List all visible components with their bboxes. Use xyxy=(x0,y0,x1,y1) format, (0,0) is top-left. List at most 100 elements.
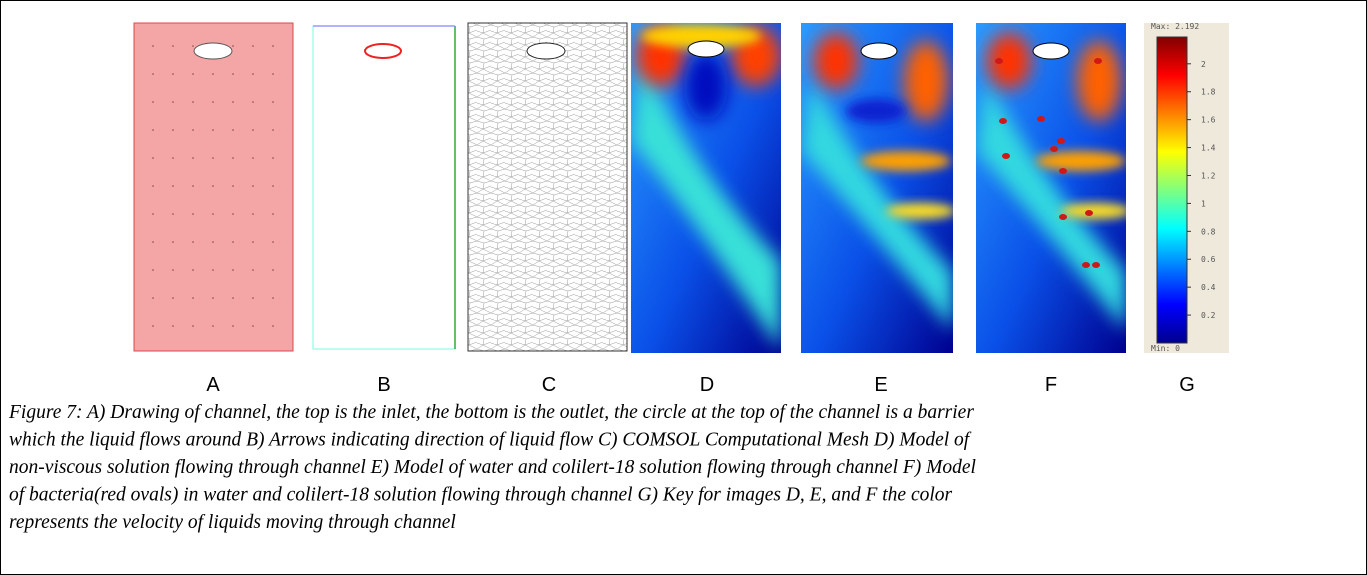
panel-label: F xyxy=(1045,374,1057,396)
flow-model-f xyxy=(976,23,1126,353)
dot xyxy=(172,101,174,103)
caption-line: of bacteria(red ovals) in water and coli… xyxy=(9,485,953,506)
dot xyxy=(172,73,174,75)
dot xyxy=(252,129,254,131)
barrier xyxy=(526,42,566,60)
barrier xyxy=(193,42,233,60)
colorbar-tick-label: 0.2 xyxy=(1201,311,1216,320)
dot xyxy=(192,185,194,187)
colorbar-tick-label: 1.4 xyxy=(1201,144,1216,153)
dot xyxy=(232,45,234,47)
dot xyxy=(212,73,214,75)
dot xyxy=(252,101,254,103)
caption-line: Figure 7: A) Drawing of channel, the top… xyxy=(8,402,974,423)
dot xyxy=(212,213,214,215)
dot xyxy=(192,325,194,327)
colorbar-tick-label: 2 xyxy=(1201,60,1206,69)
dot xyxy=(212,129,214,131)
dot xyxy=(272,297,274,299)
mesh-panel xyxy=(467,22,628,352)
dot xyxy=(232,157,234,159)
dot xyxy=(232,241,234,243)
dot xyxy=(172,45,174,47)
dot xyxy=(152,101,154,103)
flow-arrows-panel xyxy=(312,25,456,350)
colorbar-tick-label: 0.4 xyxy=(1201,283,1216,292)
channel-drawing xyxy=(133,22,294,352)
dot xyxy=(192,101,194,103)
dot xyxy=(232,269,234,271)
dot xyxy=(152,325,154,327)
dot xyxy=(212,325,214,327)
dot xyxy=(212,269,214,271)
colorbar-tick-label: 1.8 xyxy=(1201,88,1216,97)
dot xyxy=(172,129,174,131)
bacteria xyxy=(995,58,1102,268)
dot xyxy=(192,297,194,299)
dot xyxy=(252,325,254,327)
colorbar xyxy=(1156,36,1188,344)
dot xyxy=(172,185,174,187)
colorbar-min: Min: 0 xyxy=(1151,344,1180,353)
dot xyxy=(172,297,174,299)
dot xyxy=(272,325,274,327)
dot xyxy=(152,73,154,75)
dot xyxy=(272,157,274,159)
dot xyxy=(172,269,174,271)
dot xyxy=(232,185,234,187)
colorbar-tick-label: 1 xyxy=(1201,199,1206,208)
colorbar-tick-label: 0.8 xyxy=(1201,227,1216,236)
panel-label: B xyxy=(377,374,390,396)
dot xyxy=(272,241,274,243)
dot xyxy=(212,241,214,243)
dot xyxy=(272,73,274,75)
dot xyxy=(172,157,174,159)
panel-label: E xyxy=(874,374,887,396)
dot xyxy=(212,157,214,159)
flow-model-e xyxy=(801,23,953,353)
colorbar-tick-label: 0.6 xyxy=(1201,255,1216,264)
dot xyxy=(232,73,234,75)
dot xyxy=(172,325,174,327)
dot xyxy=(192,45,194,47)
dot xyxy=(252,269,254,271)
dot xyxy=(232,325,234,327)
dot xyxy=(252,213,254,215)
dot xyxy=(232,297,234,299)
dot xyxy=(172,241,174,243)
dot xyxy=(252,157,254,159)
caption-line: represents the velocity of liquids movin… xyxy=(9,512,456,533)
barrier xyxy=(364,43,402,59)
caption-line: which the liquid flows around B) Arrows … xyxy=(9,430,972,451)
dot xyxy=(272,269,274,271)
dot xyxy=(272,185,274,187)
dot xyxy=(152,241,154,243)
dot xyxy=(252,241,254,243)
dot xyxy=(212,297,214,299)
colorbar-tick-label: 1.6 xyxy=(1201,116,1216,125)
dot xyxy=(232,213,234,215)
dot xyxy=(152,297,154,299)
dot xyxy=(212,185,214,187)
colorbar-max: Max: 2.192 xyxy=(1151,22,1199,31)
dot xyxy=(192,241,194,243)
dot xyxy=(192,157,194,159)
dot xyxy=(152,185,154,187)
dot xyxy=(232,129,234,131)
dot xyxy=(212,101,214,103)
dot xyxy=(192,129,194,131)
dot xyxy=(272,213,274,215)
dot xyxy=(232,101,234,103)
dot xyxy=(152,45,154,47)
dot xyxy=(192,213,194,215)
dot xyxy=(152,213,154,215)
caption-line: non-viscous solution flowing through cha… xyxy=(9,457,976,478)
dot xyxy=(152,129,154,131)
colorbar-tick-label: 1.2 xyxy=(1201,171,1216,180)
panel-label: C xyxy=(542,374,556,396)
dot xyxy=(272,129,274,131)
dot xyxy=(272,101,274,103)
dot xyxy=(252,73,254,75)
